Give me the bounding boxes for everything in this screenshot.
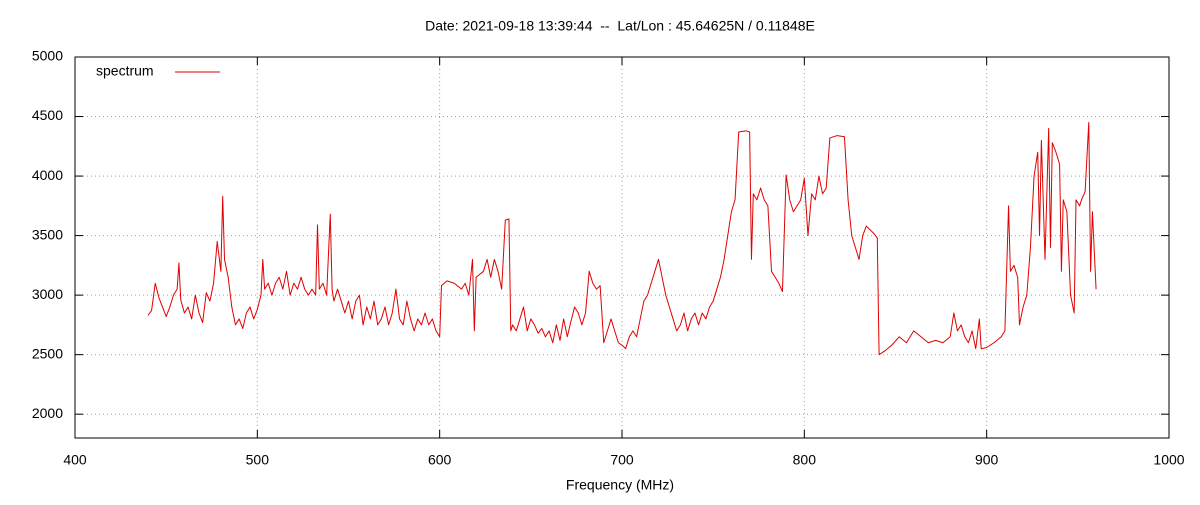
axes: 2000 2500 3000 3500 4000 4500 5000 400 500 600 700…: [32, 48, 1185, 468]
series-line: [147, 121, 1097, 356]
plot-frame: [74, 56, 1170, 439]
plot-area: [147, 121, 1097, 356]
y-tick-label: 5000: [32, 48, 63, 64]
x-tick-label: 700: [610, 452, 634, 468]
y-tick-label: 4500: [32, 107, 63, 123]
x-tick-label: 400: [63, 452, 87, 468]
y-tick-label: 2000: [32, 405, 63, 421]
y-tick-label: 3500: [32, 226, 63, 242]
chart-title: Date: 2021-09-18 13:39:44 -- Lat/Lon : 4…: [425, 18, 815, 34]
x-tick-label: 1000: [1153, 452, 1184, 468]
grid: [74, 56, 1170, 438]
x-tick-label: 800: [793, 452, 817, 468]
y-tick-label: 4000: [32, 167, 63, 183]
y-tick-label: 2500: [32, 345, 63, 361]
x-tick-label: 600: [428, 452, 452, 468]
y-tick-label: 3000: [32, 286, 63, 302]
x-tick-label: 500: [246, 452, 270, 468]
legend: spectrum: [96, 63, 220, 79]
x-axis-label: Frequency (MHz): [566, 477, 674, 493]
legend-label: spectrum: [96, 63, 154, 79]
x-tick-label: 900: [975, 452, 999, 468]
